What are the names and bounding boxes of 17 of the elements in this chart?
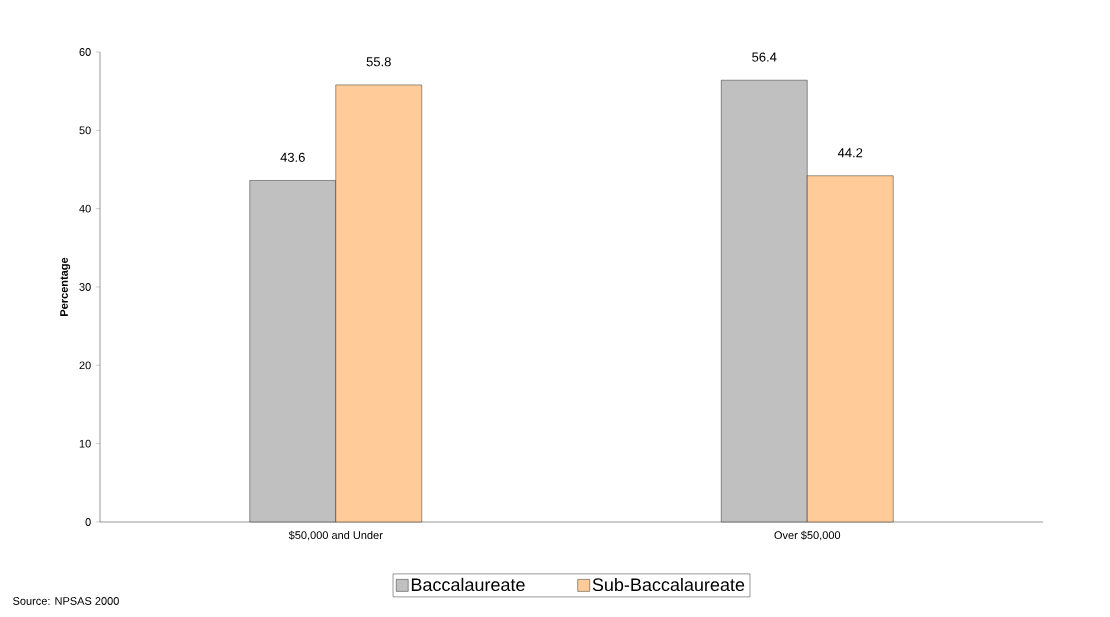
y-tick-label: 40 bbox=[79, 204, 91, 213]
data-label: 56.4 bbox=[752, 52, 777, 62]
y-tick-label: 10 bbox=[79, 439, 91, 448]
y-tick-label: 50 bbox=[79, 126, 91, 135]
data-label: 44.2 bbox=[837, 148, 863, 158]
y-tick-label: 0 bbox=[85, 518, 91, 526]
legend-label: Sub-Baccalaureate bbox=[592, 577, 745, 592]
y-tick-label: 60 bbox=[79, 48, 91, 56]
data-label: 43.6 bbox=[280, 152, 305, 162]
x-tick-label: $50,000 and Under bbox=[288, 530, 383, 541]
legend-label: Baccalaureate bbox=[411, 577, 525, 592]
data-label: 55.8 bbox=[366, 57, 391, 67]
x-tick-label: Over $50,000 bbox=[774, 530, 841, 541]
y-tick-label: 30 bbox=[79, 283, 91, 291]
y-tick-label: 20 bbox=[79, 361, 91, 370]
source-note: Source: NPSAS 2000 bbox=[13, 597, 119, 605]
y-axis-title: Percentage bbox=[60, 257, 71, 316]
